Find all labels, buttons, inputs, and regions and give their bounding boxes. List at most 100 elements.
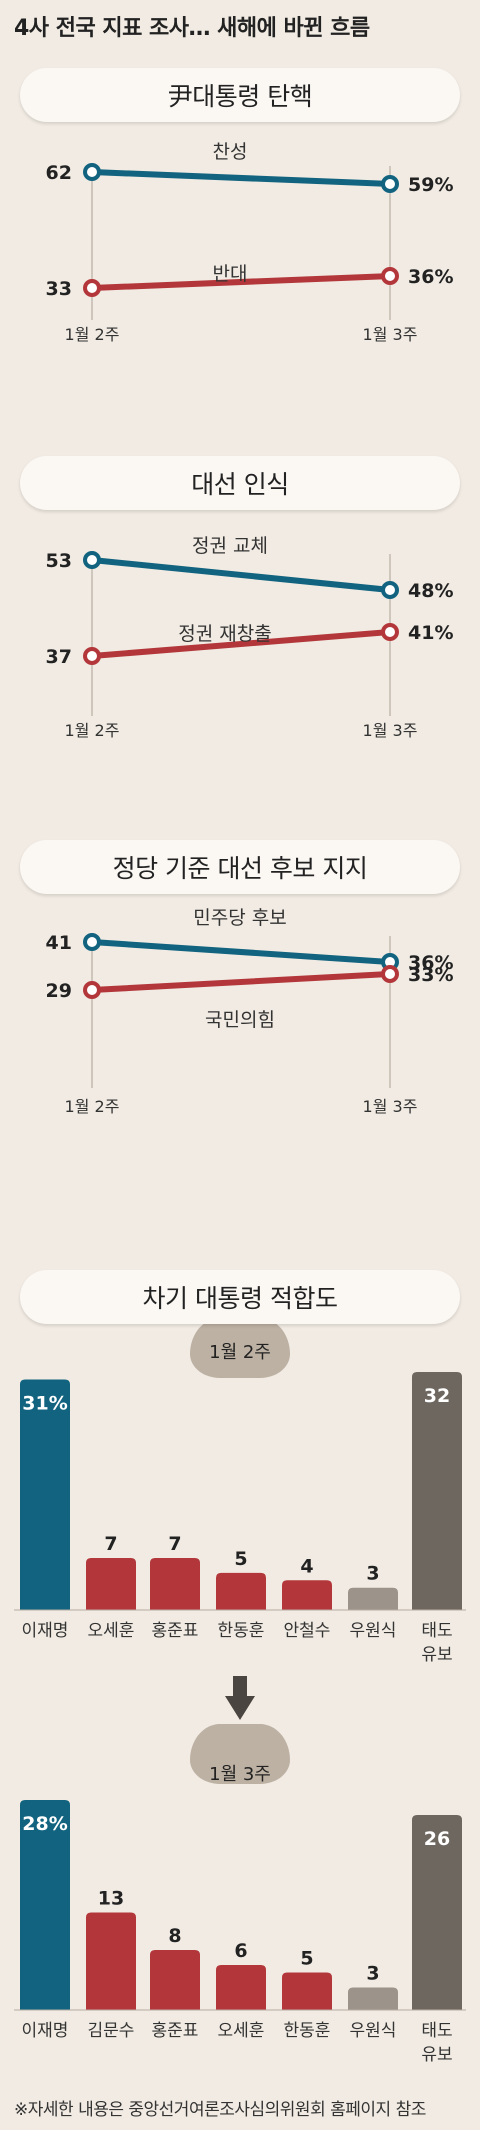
bar-value-label: 4: [300, 1555, 313, 1577]
data-point: [381, 965, 399, 983]
series-name: 찬성: [213, 141, 248, 163]
data-label: 33%: [408, 964, 453, 986]
bar-value-label: 5: [300, 1948, 313, 1970]
category-label: 안철수: [284, 1621, 331, 1641]
data-label: 29: [46, 980, 72, 1002]
series-name: 정권 재창출: [178, 623, 271, 645]
category-label: 이재명: [22, 1621, 69, 1641]
data-point: [83, 551, 101, 569]
category-label: 우원식: [350, 2021, 397, 2041]
series-line: [89, 971, 393, 993]
series-name: 국민의힘: [205, 1009, 275, 1031]
bar: [216, 1965, 266, 2010]
data-point: [381, 175, 399, 193]
category-label: 홍준표: [152, 2021, 199, 2041]
category-label: 우원식: [350, 1621, 397, 1641]
category-label: 오세훈: [218, 2021, 265, 2041]
bar: [348, 1987, 398, 2010]
data-label: 48%: [408, 580, 453, 602]
data-point: [83, 933, 101, 951]
data-label: 41: [46, 932, 72, 954]
section-title-party-candidate: 정당 기준 대선 후보 지지: [20, 840, 460, 894]
data-point: [83, 647, 101, 665]
x-tick-label: 1월 2주: [65, 1097, 120, 1116]
data-label: 37: [46, 646, 72, 668]
category-label: 태도: [421, 2021, 452, 2041]
series-name: 민주당 후보: [193, 907, 286, 929]
series-name: 정권 교체: [192, 535, 268, 557]
bar: [86, 1912, 136, 2010]
data-label: 41%: [408, 622, 453, 644]
data-point: [83, 279, 101, 297]
series-line: [89, 169, 393, 187]
bar-value-label: 26: [424, 1828, 450, 1850]
bar: [282, 1972, 332, 2010]
category-label: 한동훈: [218, 1621, 265, 1641]
bar-value-label: 8: [168, 1925, 181, 1947]
data-label: 53: [46, 550, 72, 572]
bar-value-label: 6: [234, 1940, 247, 1962]
x-tick-label: 1월 3주: [363, 1097, 418, 1116]
data-label: 33: [46, 278, 72, 300]
category-label: 김문수: [88, 2021, 135, 2041]
period-badge-bg-1: [190, 1318, 290, 1378]
series-name: 반대: [213, 263, 248, 285]
data-label: 59%: [408, 174, 453, 196]
bar-value-label: 3: [366, 1563, 379, 1585]
x-tick-label: 1월 3주: [363, 325, 418, 344]
bar: [412, 1815, 462, 2010]
bar-value-label: 32: [424, 1385, 450, 1407]
bar-value-label: 31%: [22, 1392, 67, 1414]
x-tick-label: 1월 3주: [363, 721, 418, 740]
series-line: [89, 629, 393, 659]
line-chart-impeachment: 1월 2주 1월 3주 62 59% 찬성 33 36% 반대: [46, 141, 454, 344]
bar-value-label: 5: [234, 1548, 247, 1570]
category-label: 이재명: [22, 2021, 69, 2041]
section-title-election-perception: 대선 인식: [20, 456, 460, 510]
section-title-next-president: 차기 대통령 적합도: [20, 1270, 460, 1324]
bar: [282, 1580, 332, 1610]
bar-value-label: 7: [168, 1533, 181, 1555]
category-label: 유보: [421, 1645, 452, 1665]
bar: [20, 1800, 70, 2010]
bar: [348, 1587, 398, 1610]
footnote: ※자세한 내용은 중앙선거여론조사심의위원회 홈페이지 참조: [14, 2100, 426, 2120]
data-point: [83, 981, 101, 999]
bar-value-label: 3: [366, 1963, 379, 1985]
x-tick-label: 1월 2주: [65, 721, 120, 740]
section-title-impeachment: 尹대통령 탄핵: [20, 68, 460, 122]
period-badge-bg-2: [190, 1724, 290, 1784]
bar: [216, 1572, 266, 1610]
headline: 4사 전국 지표 조사… 새해에 바뀐 흐름: [14, 16, 370, 41]
category-label: 오세훈: [88, 1621, 135, 1641]
data-label: 62: [46, 162, 72, 184]
bar: [412, 1372, 462, 1610]
bar-value-label: 28%: [22, 1813, 67, 1835]
data-label: 36%: [408, 266, 453, 288]
category-label: 유보: [421, 2045, 452, 2065]
data-point: [83, 163, 101, 181]
period-label-week2: 1월 2주: [209, 1342, 271, 1363]
period-label-week3: 1월 3주: [209, 1764, 271, 1785]
bar-value-label: 7: [104, 1533, 117, 1555]
bar-value-label: 13: [98, 1888, 124, 1910]
series-line: [89, 939, 393, 965]
down-arrow-icon: [225, 1676, 255, 1720]
bar: [20, 1379, 70, 1610]
series-line: [89, 273, 393, 291]
category-label: 홍준표: [152, 1621, 199, 1641]
data-point: [381, 267, 399, 285]
bar: [150, 1950, 200, 2010]
series-line: [89, 557, 393, 593]
line-chart-party-candidate: 1월 2주 1월 3주 41 36% 민주당 후보 29 33% 국민의힘: [46, 907, 454, 1116]
data-label: 36%: [408, 952, 453, 974]
data-point: [381, 623, 399, 641]
category-label: 한동훈: [284, 2021, 331, 2041]
bar: [86, 1557, 136, 1610]
bar: [150, 1557, 200, 1610]
category-label: 태도: [421, 1621, 452, 1641]
x-tick-label: 1월 2주: [65, 325, 120, 344]
line-chart-election-perception: 1월 2주 1월 3주 53 48% 정권 교체 37 41% 정권 재창출: [46, 535, 454, 740]
